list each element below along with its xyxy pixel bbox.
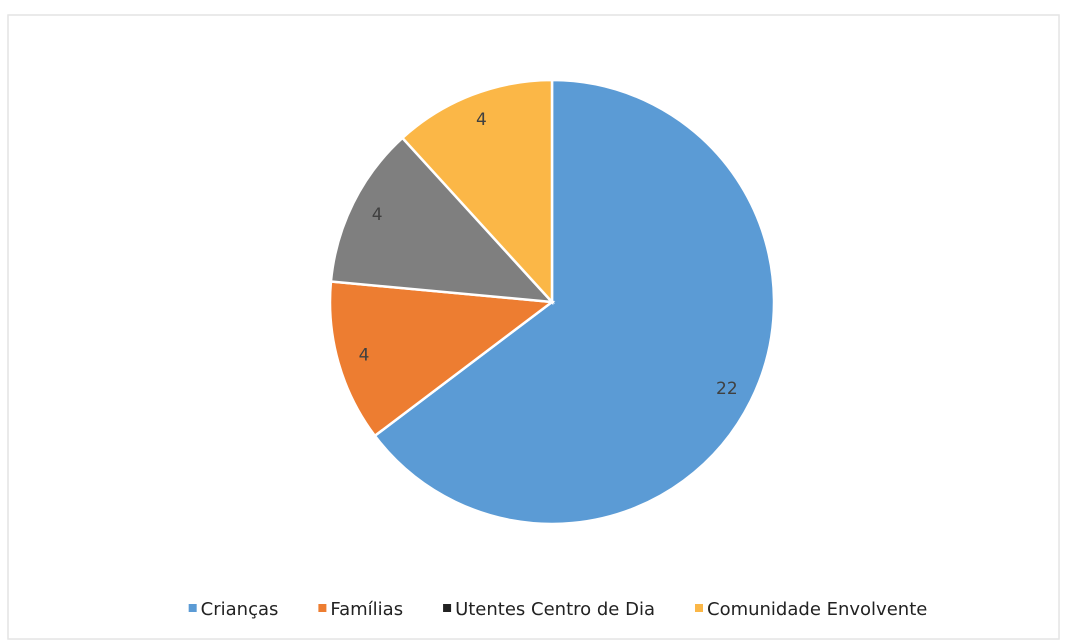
pie-slice: [400, 78, 554, 306]
data-label: 4: [476, 110, 487, 130]
legend-marker: [443, 604, 452, 612]
legend-marker: [188, 604, 197, 612]
legend-label: Utentes Centro de Dia: [455, 599, 655, 620]
legend-marker: [695, 604, 703, 612]
legend: Crianças Famílias Utentes Centro de Dia Com…: [188, 599, 927, 620]
legend-label: Comunidade Envolvente: [707, 599, 927, 620]
pie-slice: [329, 136, 556, 304]
data-label: 22: [716, 379, 738, 399]
pie: 22 4 4 4: [328, 78, 776, 526]
legend-label: Famílias: [330, 599, 403, 620]
data-label: 4: [372, 205, 383, 225]
data-label: 4: [359, 345, 370, 365]
legend-marker: [318, 604, 327, 612]
pie-slice: [373, 78, 776, 526]
pie-slice: [328, 280, 556, 438]
legend-label: Crianças: [201, 599, 279, 620]
